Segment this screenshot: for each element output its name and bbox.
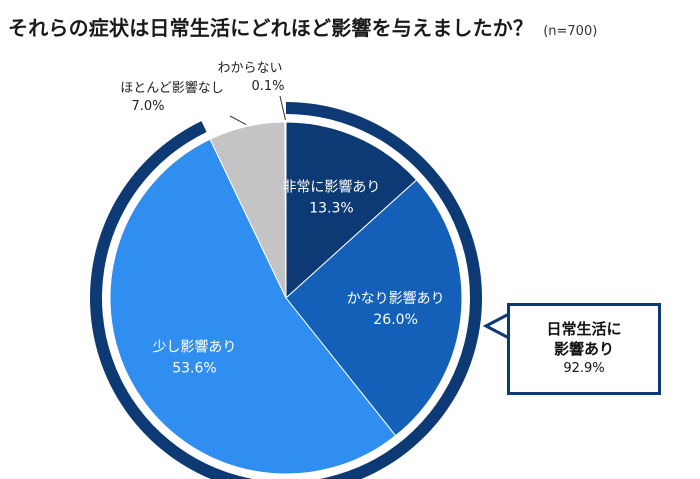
- sample-size: (n=700): [543, 24, 598, 39]
- slice-label-1: 非常に影響あり: [282, 179, 380, 196]
- pie-slice-5: [284, 121, 287, 299]
- title-row: それらの症状は日常生活にどれほど影響を与えましたか？ (n=700): [8, 12, 698, 41]
- slice-label-5: わからない: [217, 61, 282, 76]
- slice-value-3: 53.6%: [172, 360, 216, 376]
- pie-slice-2: [285, 179, 463, 437]
- slice-value-2: 26.0%: [373, 312, 417, 328]
- pie-slice-1: [285, 121, 418, 300]
- leader-line-4: [229, 115, 247, 125]
- slice-label-3: 少し影響あり: [152, 338, 236, 355]
- callout-line1: 日常生活に: [546, 320, 622, 338]
- slice-value-5: 0.1%: [251, 79, 284, 94]
- chart-title: それらの症状は日常生活にどれほど影響を与えましたか？: [8, 16, 534, 40]
- leader-line-5: [279, 95, 286, 121]
- callout-line2: 影響あり: [553, 340, 614, 358]
- slice-value-1: 13.3%: [309, 201, 353, 217]
- slice-value-4: 7.0%: [131, 99, 164, 114]
- slice-label-4: ほとんど影響なし: [120, 80, 224, 96]
- pie-labels: 非常に影響あり 13.3% かなり影響あり 26.0% 少し影響あり 53.6% ほとんど影…: [120, 61, 444, 376]
- callout-value: 92.9%: [563, 361, 605, 376]
- pie-slice-3: [109, 138, 397, 475]
- pie-slices: [109, 121, 463, 475]
- slice-label-2: かなり影響あり: [347, 290, 445, 307]
- callout-pointer: [482, 311, 511, 341]
- impact-callout-box: 日常生活に 影響あり 92.9%: [507, 303, 661, 395]
